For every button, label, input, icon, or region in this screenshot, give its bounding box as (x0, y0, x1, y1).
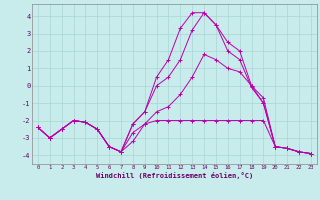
X-axis label: Windchill (Refroidissement éolien,°C): Windchill (Refroidissement éolien,°C) (96, 172, 253, 179)
